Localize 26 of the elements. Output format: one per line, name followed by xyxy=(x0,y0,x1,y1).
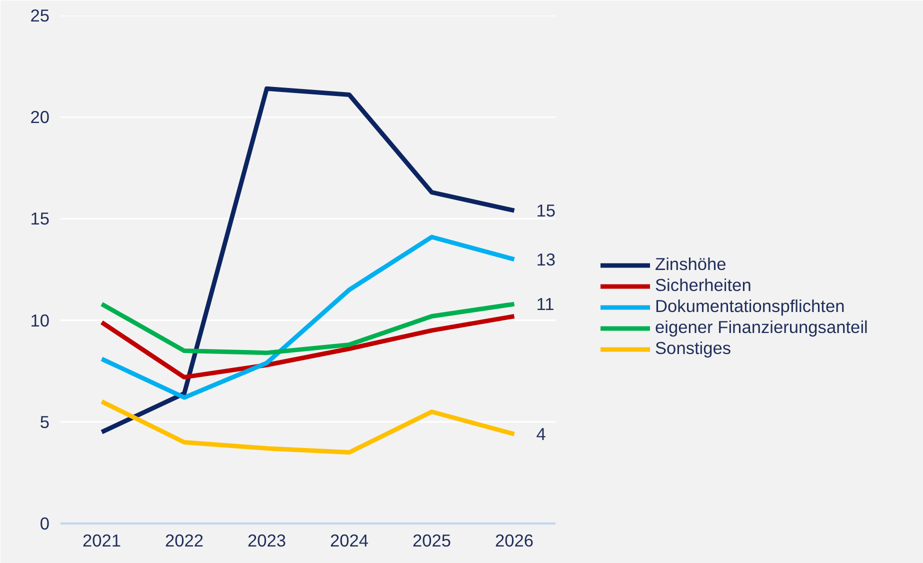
x-tick-label: 2021 xyxy=(82,530,122,550)
y-tick-label: 5 xyxy=(40,412,50,432)
x-tick-label: 2024 xyxy=(330,530,369,550)
y-tick-label: 10 xyxy=(30,310,50,330)
line-series xyxy=(100,399,516,455)
line-series xyxy=(100,314,516,380)
line-series xyxy=(100,86,516,434)
legend-label: eigener Finanzierungsanteil xyxy=(655,317,868,338)
data-label: 13 xyxy=(536,249,556,270)
legend-label: Dokumentationspflichten xyxy=(655,296,845,317)
x-tick-label: 2022 xyxy=(164,530,204,550)
y-tick-label: 20 xyxy=(30,107,50,128)
legend-label: Sicherheiten xyxy=(655,275,752,296)
y-tick-label: 25 xyxy=(30,6,50,26)
legend-label: Sonstiges xyxy=(655,338,732,359)
data-label: 11 xyxy=(536,294,554,314)
line-series xyxy=(100,234,516,400)
y-tick-label: 15 xyxy=(30,208,50,229)
legend-label: Zinshöhe xyxy=(655,254,726,275)
y-tick-label: 0 xyxy=(40,514,50,534)
x-tick-label: 2026 xyxy=(494,530,534,550)
data-label: 15 xyxy=(536,200,556,221)
data-label: 4 xyxy=(536,424,546,444)
line-series xyxy=(100,302,516,356)
x-tick-label: 2023 xyxy=(247,530,286,550)
x-tick-label: 2025 xyxy=(412,530,452,550)
